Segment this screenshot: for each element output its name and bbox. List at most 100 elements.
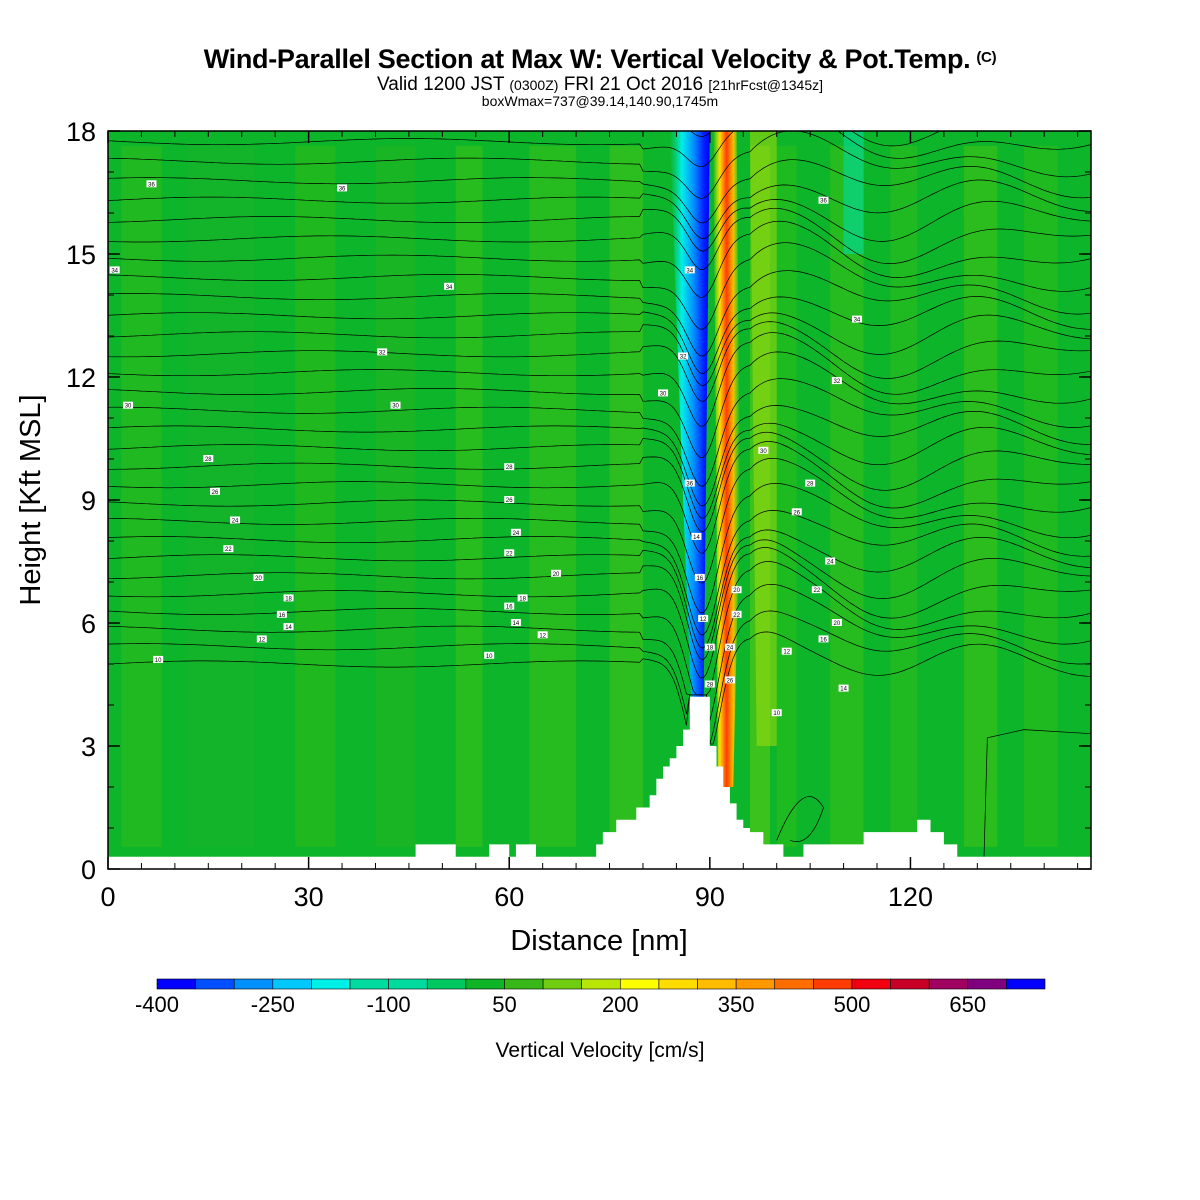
theta-label-bg [253, 573, 264, 581]
theta-contour-line [108, 159, 1091, 224]
theta-label-bg [781, 647, 792, 655]
theta-contour-line [108, 332, 1091, 427]
x-tick-label: 90 [695, 882, 725, 912]
theta-label-bg [831, 619, 842, 626]
colorbar-tick-label: 500 [834, 992, 871, 1017]
lee-wave-band [843, 131, 864, 254]
theta-label: 12 [258, 637, 265, 643]
field-streak [121, 145, 162, 847]
theta-label-bg [691, 532, 702, 540]
theta-label-bg [444, 282, 455, 290]
theta-label: 28 [807, 482, 814, 488]
chart-subtitle: Valid 1200 JST (0300Z) FRI 21 Oct 2016 [… [377, 74, 823, 95]
colorbar-bin [967, 978, 1007, 990]
theta-label-bg [658, 389, 669, 397]
theta-contour-line [108, 583, 1091, 721]
colorbar-labels: -400 -250 -100 50 200 350 500 650 [135, 992, 986, 1017]
colorbar-bin [272, 978, 312, 990]
y-tick-label: 0 [81, 855, 96, 885]
theta-label: 22 [813, 588, 820, 594]
lee-wave-band [749, 131, 777, 746]
theta-contour-line [108, 539, 1091, 661]
theta-label-bg [698, 614, 709, 622]
theta-label-bg [694, 573, 705, 581]
field-streak [375, 145, 416, 847]
theta-label-bg [283, 623, 294, 631]
theta-contour-line [108, 529, 1091, 649]
theta-label-bg [771, 709, 782, 717]
field-streak [188, 145, 256, 847]
theta-label-bg [504, 602, 515, 610]
theta-label-bg [276, 610, 287, 618]
y-tick-label: 12 [66, 363, 96, 393]
field-streak [295, 145, 336, 847]
colorbar-bin [504, 978, 544, 990]
theta-label-bg [684, 479, 695, 487]
colorbar-bin [195, 978, 235, 990]
theta-contour-line [690, 131, 941, 147]
colorbar-tick-label: -250 [251, 992, 295, 1017]
theta-label: 36 [686, 482, 693, 488]
theta-contour-line [108, 207, 1091, 270]
theta-label: 28 [706, 683, 713, 689]
colorbar-tick-label: -100 [367, 992, 411, 1017]
colorbar-bin [311, 978, 351, 990]
theta-label: 18 [519, 596, 526, 602]
colorbar-bin [813, 978, 853, 990]
field-streak [963, 145, 998, 847]
theta-contour-line [108, 441, 1091, 554]
theta-label: 32 [379, 350, 386, 356]
theta-label-bg [153, 655, 164, 663]
theta-contour-line [108, 321, 1091, 402]
theta-label-bg [504, 463, 515, 471]
theta-label: 20 [733, 588, 740, 594]
theta-label-bg [838, 684, 849, 692]
field-streak [609, 145, 643, 847]
theta-contour-line [108, 561, 1091, 696]
colorbar-bin [465, 978, 505, 990]
theta-label-bg [684, 266, 695, 274]
theta-label: 10 [155, 658, 162, 664]
y-tick-label: 18 [66, 117, 96, 147]
theta-label: 16 [820, 637, 827, 643]
velocity-field-shades [121, 131, 1058, 847]
theta-label: 26 [793, 510, 800, 516]
colorbar-bin [774, 978, 814, 990]
theta-label: 28 [506, 465, 513, 471]
theta-label-bg [811, 586, 822, 594]
theta-label: 28 [205, 457, 212, 463]
theta-label: 12 [783, 650, 790, 656]
updraft-plume [713, 131, 740, 787]
theta-label: 20 [255, 576, 262, 582]
colorbar-bin [697, 978, 737, 990]
theta-contour-line [108, 312, 1091, 387]
theta-label-bg [517, 594, 528, 602]
theta-label-bg [123, 401, 134, 409]
theta-contour-labels: 10 12 14 16 18 20 22 24 26 28 30 30 32 34 34 36 36 10 12 14… [109, 180, 862, 717]
colorbar-tick-label: -400 [135, 992, 179, 1017]
colorbar-tick-label: 50 [492, 992, 516, 1017]
theta-label-bg [504, 549, 515, 557]
velocity-field-background [108, 131, 1091, 869]
y-tick-label: 9 [81, 486, 96, 516]
colorbar-bin [156, 978, 196, 990]
colorbar [156, 978, 1046, 990]
theta-label: 16 [696, 576, 703, 582]
theta-label: 14 [285, 625, 292, 631]
theta-label: 36 [148, 182, 155, 188]
theta-label: 22 [506, 551, 513, 557]
colorbar-bin [388, 978, 428, 990]
theta-label: 24 [232, 519, 239, 525]
theta-label-bg [731, 610, 742, 618]
theta-label-bg [256, 635, 267, 643]
theta-label: 36 [339, 186, 346, 192]
theta-label-bg [337, 184, 348, 192]
theta-contour-line [108, 270, 1091, 357]
theta-contour-line [108, 405, 1091, 507]
theta-label-bg [704, 643, 715, 651]
theta-label-bg [704, 680, 715, 688]
theta-label-bg [551, 569, 562, 577]
chart-box-info: boxWmax=737@39.14,140.90,1745m [481, 93, 719, 109]
theta-label-bg [109, 266, 120, 274]
theta-label: 18 [706, 646, 713, 652]
